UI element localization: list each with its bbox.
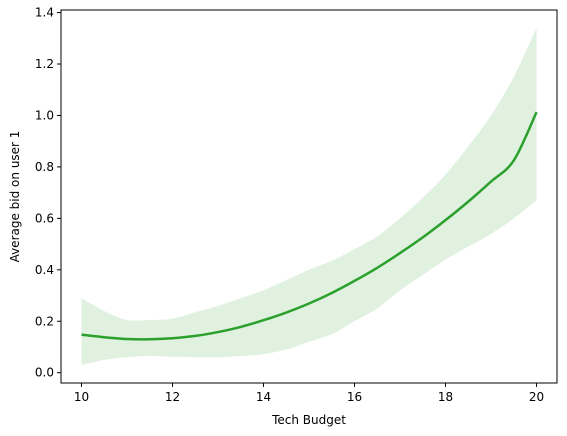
y-tick-label: 0.0 — [35, 366, 54, 380]
y-tick-label: 0.6 — [35, 211, 54, 225]
series-line-0 — [81, 111, 538, 341]
plot-frame — [60, 9, 558, 384]
y-axis-ticks: 0.0 0.2 0.4 0.6 0.8 1.0 1.2 1.4 — [35, 6, 61, 380]
y-axis-label: Average bid on user 1 — [8, 131, 22, 263]
series-line-layer — [81, 111, 538, 341]
y-tick-label: 0.4 — [35, 263, 54, 277]
x-axis-ticks: 10 12 14 16 18 20 — [74, 383, 544, 404]
y-tick-label: 0.8 — [35, 160, 54, 174]
y-tick-label: 0.2 — [35, 314, 54, 328]
confidence-band-0 — [81, 28, 537, 365]
x-tick-label: 20 — [529, 390, 544, 404]
x-tick-label: 14 — [256, 390, 271, 404]
x-tick-label: 18 — [438, 390, 453, 404]
y-tick-label: 1.2 — [35, 57, 54, 71]
x-tick-label: 12 — [165, 390, 180, 404]
x-axis-label: Tech Budget — [271, 413, 346, 427]
y-tick-label: 1.4 — [35, 6, 54, 20]
confidence-band-layer — [81, 28, 537, 365]
x-tick-label: 10 — [74, 390, 89, 404]
x-tick-label: 16 — [347, 390, 362, 404]
y-tick-label: 1.0 — [35, 108, 54, 122]
